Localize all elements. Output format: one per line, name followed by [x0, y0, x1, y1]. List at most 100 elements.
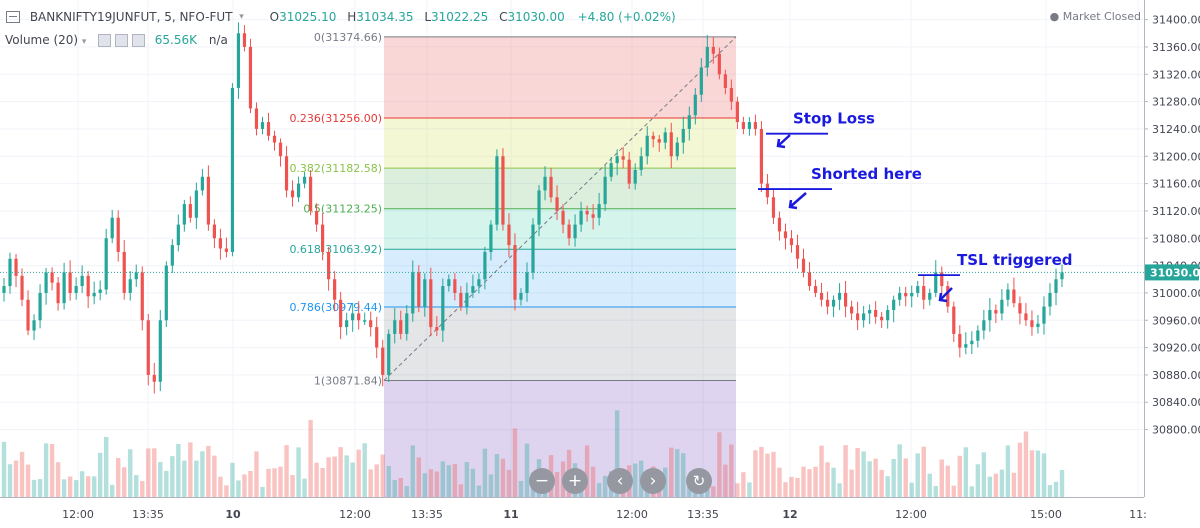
volume-bar — [470, 468, 476, 497]
scroll-left-button[interactable]: ‹ — [607, 468, 633, 494]
volume-bar — [266, 468, 271, 497]
candle-body — [435, 327, 439, 331]
fib-level-label: 0(31374.66) — [314, 31, 382, 44]
candle-body — [585, 210, 589, 215]
volume-bar — [97, 452, 103, 497]
volume-bar — [789, 476, 794, 497]
change-value: +4.80 (+0.02%) — [577, 9, 676, 24]
annotation-text: Stop Loss — [793, 110, 875, 128]
collapse-icon[interactable] — [6, 10, 20, 23]
candle-body — [1048, 292, 1052, 307]
candle-body — [152, 374, 156, 382]
candle-body — [483, 251, 487, 280]
candle-body — [1036, 323, 1040, 328]
candle-body — [525, 272, 529, 293]
volume-bar — [675, 449, 680, 497]
candle-body — [1000, 299, 1004, 314]
candle-body — [874, 310, 878, 317]
candle-body — [531, 224, 535, 273]
volume-bar — [224, 485, 229, 497]
fibonacci-retracement: 0(31374.66) 0.236(31256.00) 0.382(31182.58… — [289, 31, 737, 497]
fib-level-label: 1(30871.84) — [314, 374, 382, 387]
time-tick-label: 13:35 — [132, 508, 164, 521]
candle-body — [519, 292, 523, 300]
symbol-name[interactable]: BANKNIFTY19JUNFUT, 5, NFO-FUT — [29, 9, 233, 24]
price-tick-label: 31320.00 — [1152, 68, 1200, 81]
fib-zone-below — [384, 380, 736, 497]
volume-bar — [939, 459, 944, 497]
volume-bar — [356, 449, 361, 497]
volume-bar — [1053, 481, 1059, 497]
volume-format-icon[interactable] — [115, 34, 129, 47]
volume-bar — [482, 448, 488, 497]
volume-bar — [338, 447, 343, 497]
volume-bar — [73, 480, 79, 497]
low-value: 31022.25 — [431, 9, 489, 24]
volume-dropdown-icon[interactable]: ▾ — [81, 37, 87, 47]
candle-body — [555, 197, 559, 211]
candle-body — [393, 320, 397, 334]
candle-body — [537, 190, 541, 225]
volume-bar — [759, 446, 764, 497]
fib-level-label: 0.236(31256.00) — [289, 112, 382, 125]
price-tick-label: 31280.00 — [1152, 96, 1200, 109]
volume-bar — [218, 476, 223, 497]
volume-bar — [512, 428, 518, 497]
candle-body — [982, 320, 986, 331]
candle-body — [308, 176, 313, 211]
volume-bar — [999, 469, 1005, 497]
candle-body — [345, 320, 349, 328]
volume-bar — [284, 445, 289, 497]
candle-body — [801, 258, 806, 273]
volume-bar — [813, 466, 818, 497]
annotation-arrow — [789, 192, 807, 208]
volume-bar — [855, 447, 860, 497]
time-tick-label: 11: — [1129, 508, 1147, 521]
volume-remove-icon[interactable] — [131, 34, 145, 47]
candle-body — [723, 74, 727, 88]
volume-bar — [43, 443, 49, 497]
candle-body — [375, 327, 379, 348]
volume-label[interactable]: Volume (20) — [5, 33, 79, 47]
volume-bar — [753, 450, 758, 497]
volume-bar — [230, 462, 235, 497]
volume-bar — [134, 475, 139, 497]
candle-body — [80, 275, 84, 287]
candle-body — [898, 292, 902, 300]
zoom-in-button[interactable]: + — [562, 468, 588, 494]
volume-bar — [891, 458, 896, 497]
volume-bar — [831, 467, 836, 497]
candle-body — [687, 115, 691, 129]
reset-chart-button[interactable]: ↻ — [686, 468, 712, 494]
candle-body — [994, 310, 998, 314]
high-label: H — [347, 9, 357, 24]
volume-bar — [440, 461, 446, 497]
fib-level-label: 0.382(31182.58) — [289, 162, 382, 175]
volume-bar — [194, 460, 199, 497]
volume-bar — [19, 451, 25, 497]
candle-body — [116, 217, 120, 252]
volume-bar — [392, 480, 397, 497]
volume-bar — [37, 479, 43, 497]
candle-body — [615, 156, 619, 164]
candle-body — [260, 122, 265, 129]
zoom-out-button[interactable]: − — [529, 468, 555, 494]
scroll-right-button[interactable]: › — [640, 468, 666, 494]
candle-body — [98, 289, 102, 293]
visibility-icon[interactable]: ▾ — [239, 11, 244, 22]
volume-bar — [747, 482, 752, 497]
candle-body — [164, 265, 168, 321]
volume-bar — [212, 455, 217, 497]
candle-body — [278, 142, 283, 157]
volume-legend: Volume (20) ▾ 65.56K n/a — [5, 33, 228, 47]
candle-body — [639, 156, 643, 170]
status-dot-icon: ● — [1049, 10, 1060, 23]
candle-body — [807, 272, 812, 287]
candle-body — [507, 224, 511, 246]
candle-body — [140, 272, 144, 321]
candle-body — [603, 176, 607, 205]
candle-body — [224, 248, 229, 252]
volume-bar — [422, 473, 427, 497]
volume-settings-icon[interactable] — [98, 34, 112, 47]
